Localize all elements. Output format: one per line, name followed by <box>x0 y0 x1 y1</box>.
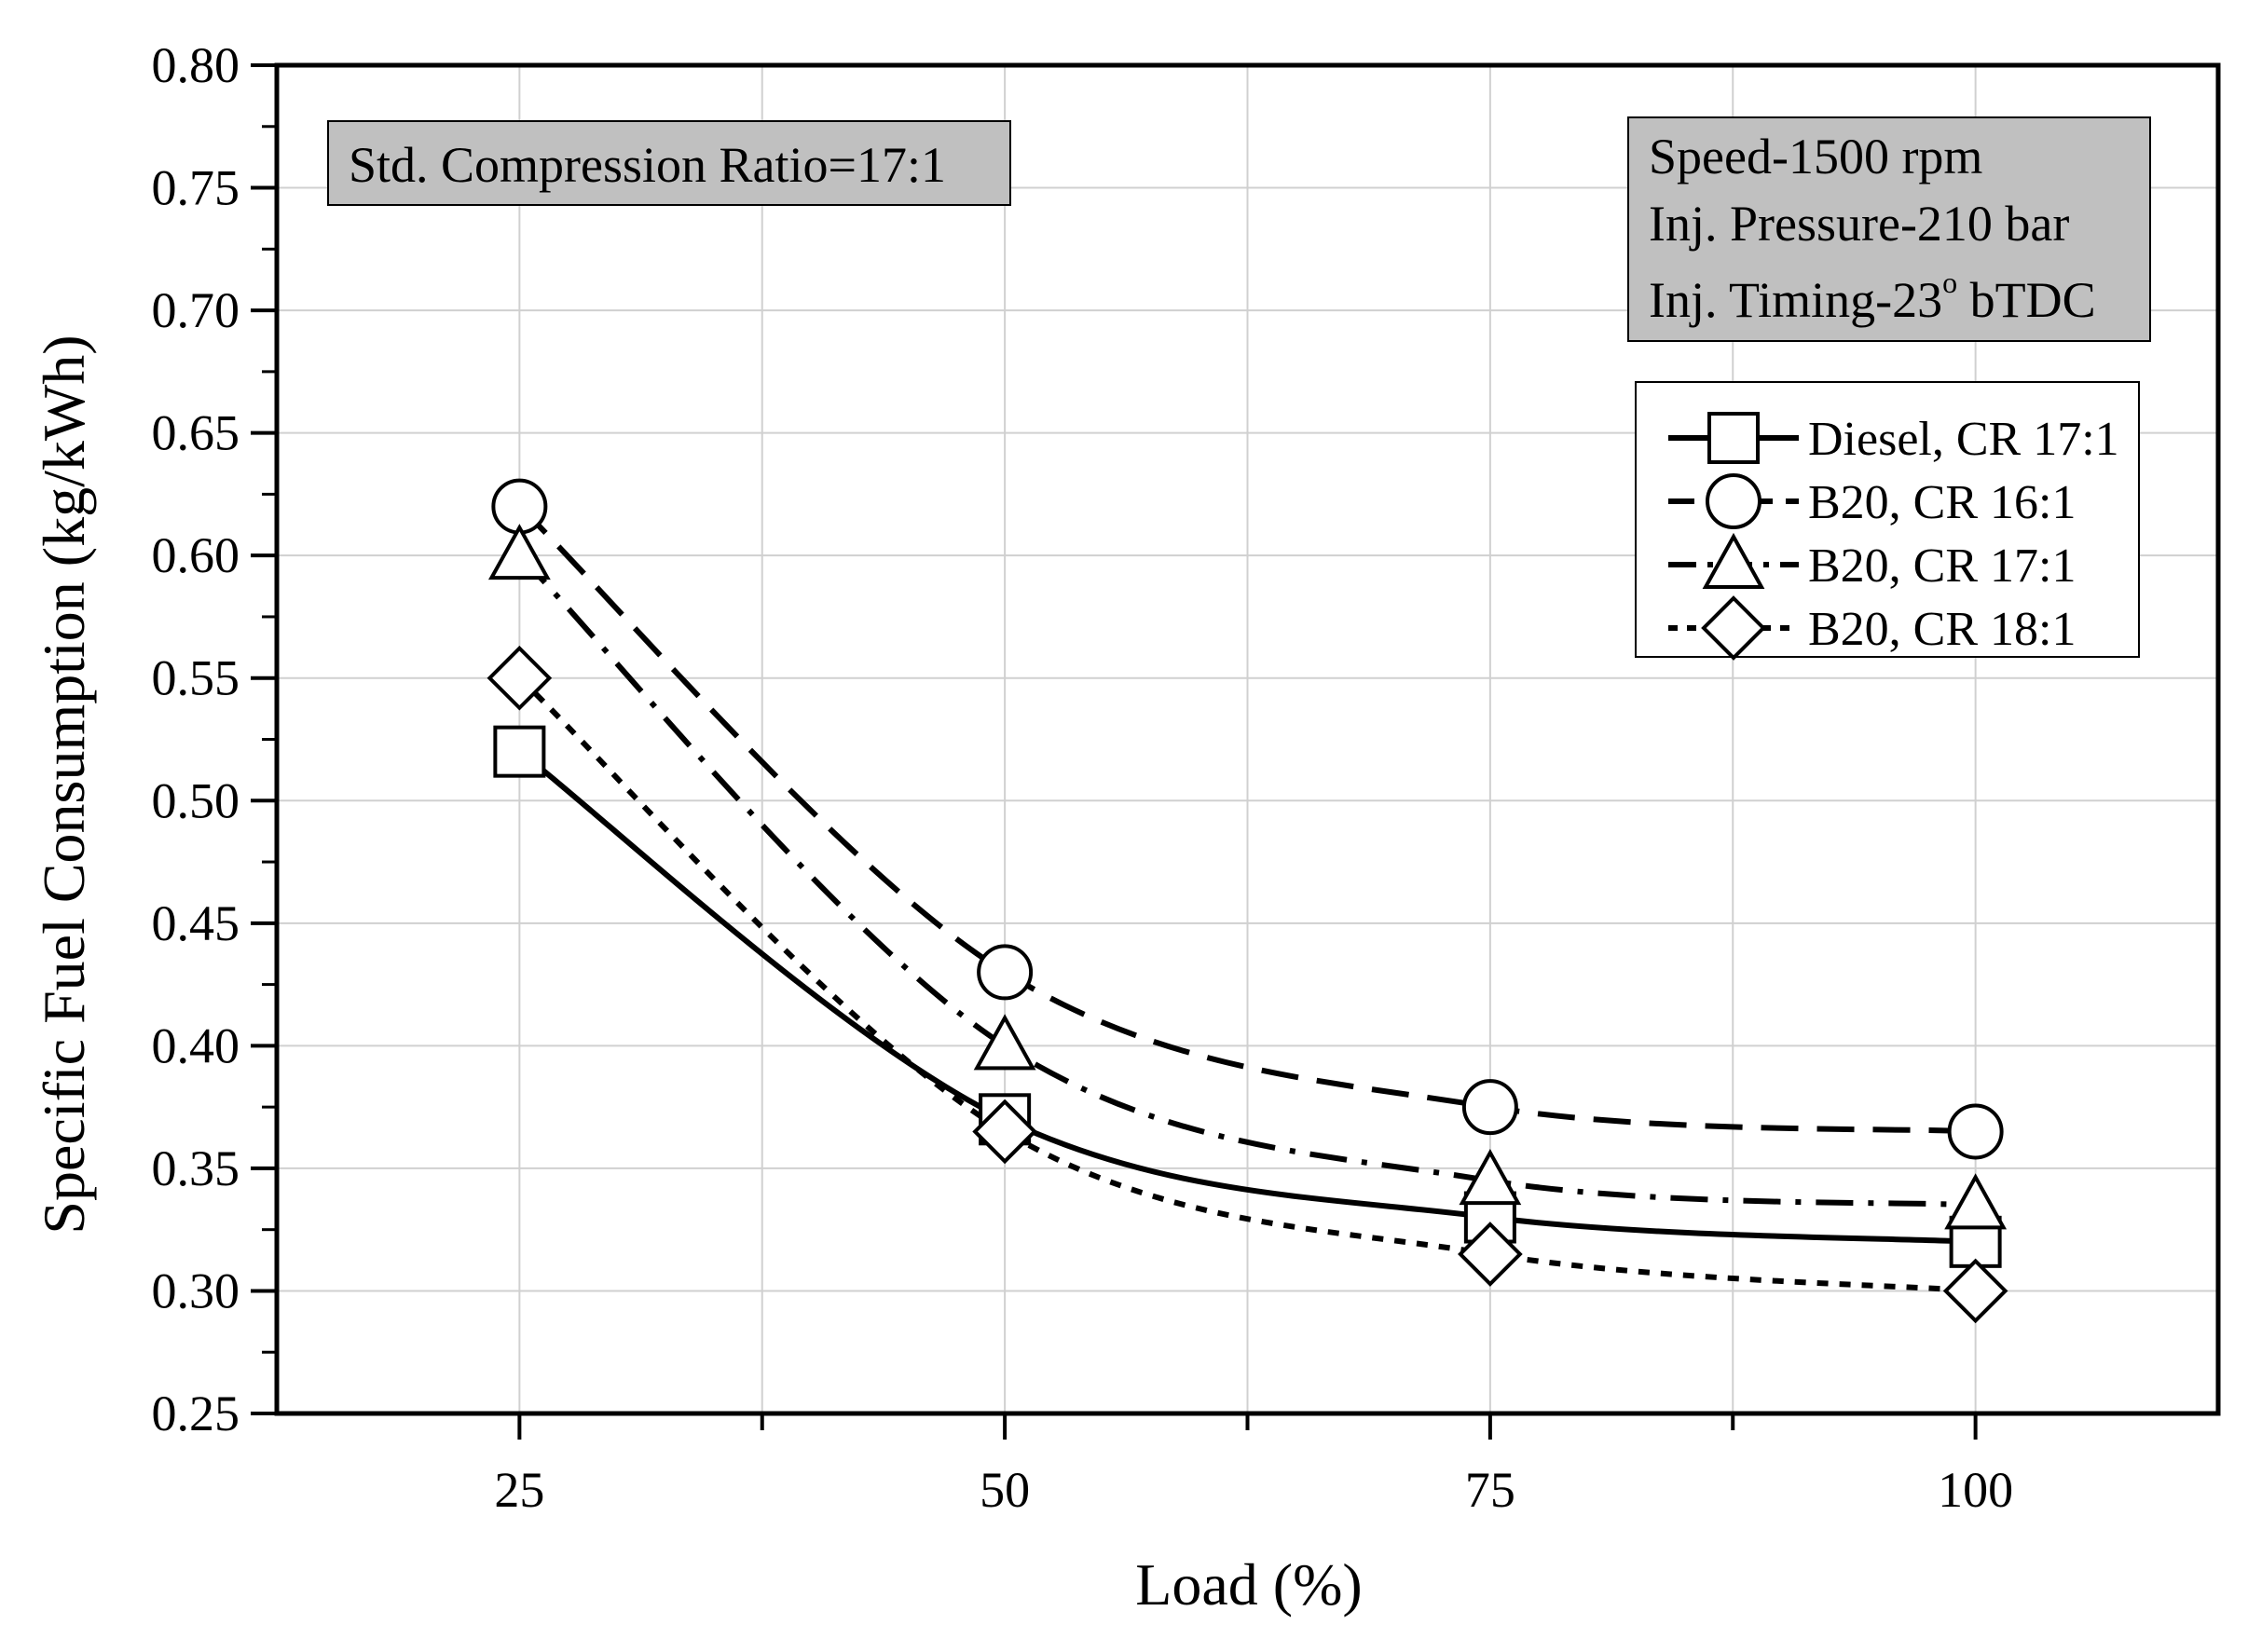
timing-prefix: Inj. Timing-23 <box>1649 272 1942 328</box>
data-point-b20-cr-17-1 <box>1944 1173 2008 1230</box>
data-point-b20-cr-16-1 <box>1461 1079 1518 1136</box>
y-tick-label: 0.35 <box>152 1140 240 1196</box>
y-tick-label: 0.55 <box>152 650 240 706</box>
y-axis-title: Specific Fuel Consumption (kg/kWh) <box>31 334 97 1234</box>
timing-text: Inj. Timing-23o bTDC <box>1649 266 2096 328</box>
compression-ratio-annotation: Std. Compression Ratio=17:1 <box>327 120 1011 206</box>
x-tick-label: 75 <box>1465 1462 1515 1518</box>
y-tick-label: 0.65 <box>152 405 240 461</box>
legend-marker-b20-cr-16-1 <box>1706 473 1761 529</box>
data-point-b20-cr-17-1 <box>487 524 551 580</box>
y-tick-label: 0.50 <box>152 772 240 828</box>
operating-conditions-annotation: Speed-1500 rpm Inj. Pressure-210 bar Inj… <box>1627 116 2151 342</box>
series-curves <box>517 504 1976 1294</box>
timing-suffix: bTDC <box>1957 272 2096 328</box>
x-tick-label: 100 <box>1938 1462 2013 1518</box>
legend-label-diesel-cr-17-1: Diesel, CR 17:1 <box>1808 413 2119 466</box>
data-point-b20-cr-18-1 <box>1942 1258 2008 1324</box>
y-tick-label: 0.75 <box>152 160 240 216</box>
legend-label-b20-cr-16-1: B20, CR 16:1 <box>1808 476 2077 529</box>
data-point-b20-cr-17-1 <box>973 1014 1036 1071</box>
data-point-b20-cr-18-1 <box>487 645 553 711</box>
x-tick-label: 50 <box>980 1462 1030 1518</box>
y-tick-label: 0.25 <box>152 1386 240 1441</box>
data-point-diesel-cr-17-1 <box>493 725 546 778</box>
data-point-b20-cr-16-1 <box>1947 1103 2004 1160</box>
legend-marker-diesel-cr-17-1 <box>1707 412 1760 464</box>
data-point-b20-cr-16-1 <box>977 944 1034 1001</box>
speed-text: Speed-1500 rpm <box>1649 129 1982 184</box>
operating-conditions-box <box>1627 116 2151 342</box>
compression-ratio-text: Std. Compression Ratio=17:1 <box>349 137 946 193</box>
legend-marker-b20-cr-18-1 <box>1701 595 1766 661</box>
data-point-b20-cr-17-1 <box>1459 1148 1522 1206</box>
legend: Diesel, CR 17:1 B20, CR 16:1 B20, CR 17:1 B… <box>1635 381 2140 661</box>
series-line-b20-cr-17-1 <box>517 553 1976 1208</box>
legend-label-b20-cr-17-1: B20, CR 17:1 <box>1808 539 2077 593</box>
legend-label-b20-cr-18-1: B20, CR 18:1 <box>1808 603 2077 656</box>
y-tick-label: 0.40 <box>152 1017 240 1073</box>
x-tick-label: 25 <box>494 1462 544 1518</box>
legend-marker-b20-cr-17-1 <box>1702 532 1765 589</box>
series-markers <box>487 478 2008 1324</box>
axis-ticks: 25 50 75 100 0.25 0.30 0.35 0.40 0.45 0.50 0.55 0.6… <box>152 37 2014 1518</box>
data-point-b20-cr-18-1 <box>972 1099 1037 1165</box>
y-tick-label: 0.30 <box>152 1263 240 1318</box>
grid-lines <box>277 65 2218 1413</box>
series-line-diesel-cr-17-1 <box>517 749 1976 1245</box>
pressure-text: Inj. Pressure-210 bar <box>1649 196 2069 252</box>
y-tick-label: 0.80 <box>152 37 240 93</box>
data-point-b20-cr-18-1 <box>1458 1222 1523 1287</box>
y-tick-label: 0.70 <box>152 282 240 338</box>
timing-degree-sup: o <box>1942 266 1957 299</box>
y-tick-label: 0.45 <box>152 895 240 951</box>
series-line-b20-cr-18-1 <box>517 676 1976 1294</box>
compression-ratio-box <box>327 120 1011 206</box>
x-axis-title: Load (%) <box>1135 1551 1362 1618</box>
y-tick-label: 0.60 <box>152 527 240 583</box>
